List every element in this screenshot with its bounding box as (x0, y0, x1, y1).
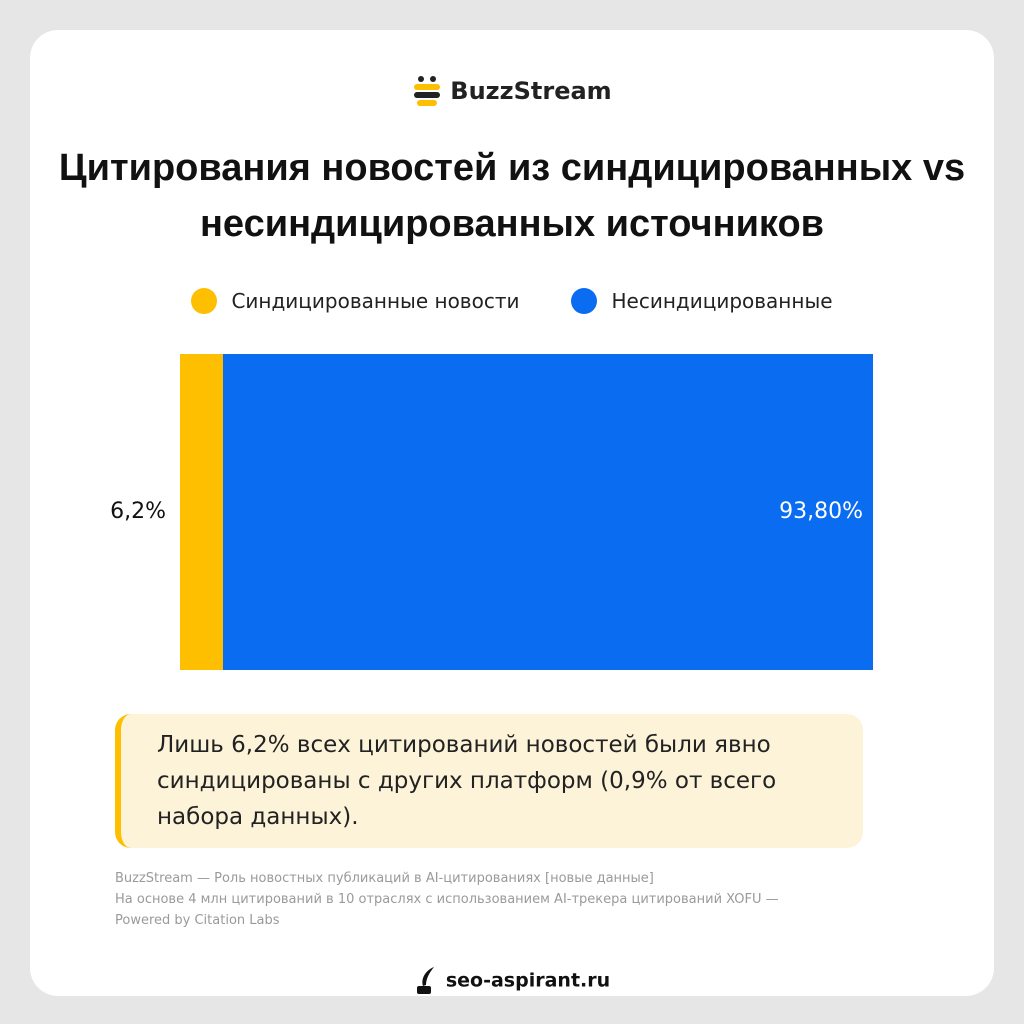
source-line: Powered by Citation Labs (115, 913, 280, 928)
brand: BuzzStream (30, 74, 994, 108)
note-text: Лишь 6,2% всех цитирований новостей были… (157, 732, 777, 830)
source: BuzzStream — Роль новостных публикаций в… (115, 868, 779, 931)
bar-segment (180, 354, 223, 670)
legend-label: Синдицированные новости (231, 289, 520, 313)
value-label: 93,80% (779, 499, 863, 524)
legend-swatch (571, 288, 598, 314)
source-line: BuzzStream — Роль новостных публикаций в… (115, 871, 654, 886)
legend-item: Несиндицированные (571, 288, 833, 314)
footer: seo-aspirant.ru (30, 966, 994, 996)
chart: 6,2% 93,80% (110, 354, 873, 670)
footer-icon (416, 967, 434, 994)
title-line: несиндицированных источников (199, 203, 825, 245)
brand-logo (414, 76, 441, 106)
legend-label: Несиндицированные (611, 289, 833, 313)
bar-segment (222, 354, 873, 670)
title-line: Цитирования новостей из синдицированных … (58, 147, 966, 189)
legend: Синдицированные новости Несиндицированные (30, 288, 994, 319)
legend-item: Синдицированные новости (191, 288, 519, 314)
legend-swatch (191, 288, 218, 314)
value-label: 6,2% (110, 499, 166, 524)
chart-title: Цитирования новостей из синдицированных … (30, 140, 994, 252)
footer-text: seo-aspirant.ru (445, 969, 611, 992)
brand-name: BuzzStream (450, 77, 612, 105)
card: BuzzStream Цитирования новостей из синди… (30, 30, 994, 996)
note: Лишь 6,2% всех цитирований новостей были… (115, 714, 863, 848)
source-line: На основе 4 млн цитирований в 10 отрасля… (115, 892, 779, 907)
